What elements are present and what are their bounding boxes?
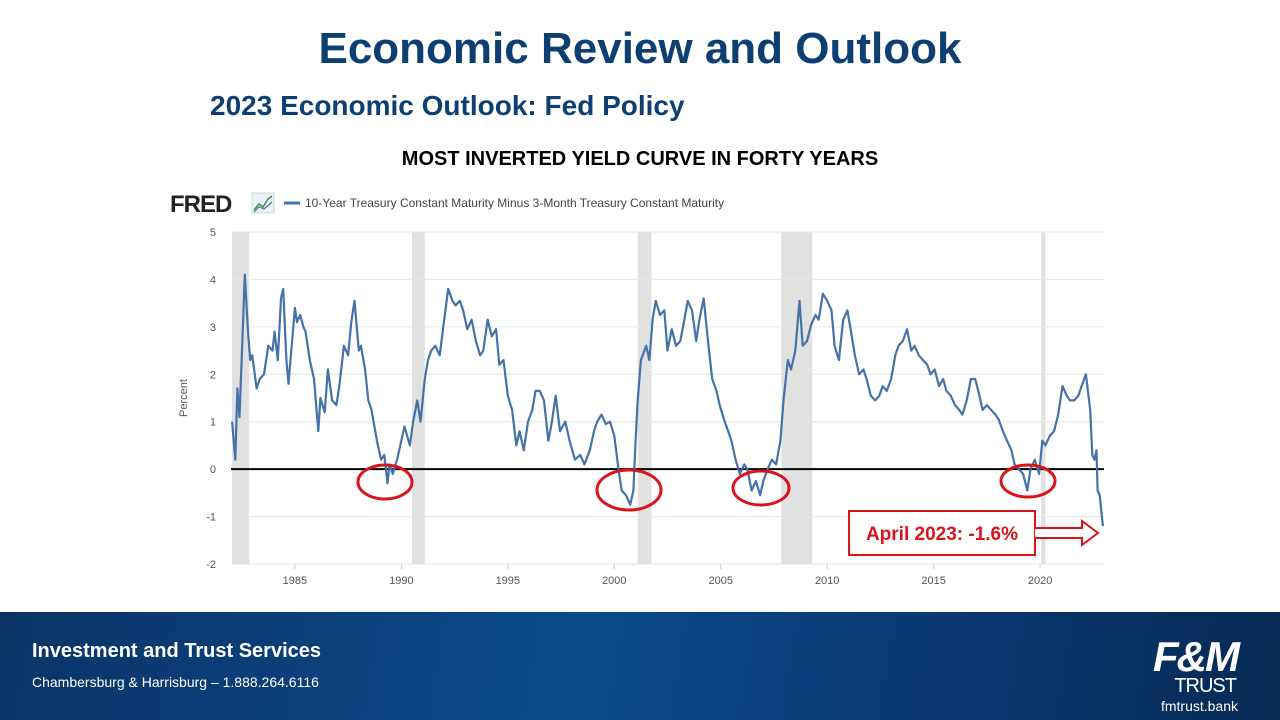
y-tick-label: 5 <box>210 227 216 239</box>
chart-title: MOST INVERTED YIELD CURVE IN FORTY YEARS <box>401 148 879 170</box>
slide-subtitle: 2023 Economic Outlook: Fed Policy <box>210 90 685 121</box>
y-tick-label: 1 <box>210 417 216 429</box>
x-tick-label: 1990 <box>389 575 413 587</box>
y-tick-label: -1 <box>206 512 216 524</box>
x-tick-label: 2010 <box>815 575 839 587</box>
source-icon <box>251 192 275 214</box>
recession-band <box>1041 232 1046 564</box>
recession-band <box>411 232 425 564</box>
annotation-arrow <box>1035 519 1100 547</box>
y-axis-label: Percent <box>178 379 190 417</box>
x-tick-label: 2020 <box>1028 575 1052 587</box>
recession-band <box>637 232 652 564</box>
y-tick-label: -2 <box>206 559 216 571</box>
recession-band <box>781 232 813 564</box>
x-tick-label: 2015 <box>921 575 945 587</box>
chart: FRED 10-Year Treasury Constant Maturity … <box>170 191 1104 587</box>
source-logo: FRED <box>170 191 232 218</box>
header-legend: FRED 10-Year Treasury Constant Maturity … <box>170 191 724 417</box>
annotation-text: April 2023: -1.6% <box>866 524 1018 545</box>
data-line <box>231 273 1104 527</box>
logo-word: TRUST <box>1174 675 1237 697</box>
highlight-circle <box>999 463 1057 499</box>
x-tick-label: 1995 <box>496 575 520 587</box>
footer-contact: Chambersburg & Harrisburg – 1.888.264.61… <box>32 674 319 690</box>
plot-area: -2 -1 0 1 2 3 4 5 1985 1990 1995 2000 2005 2010 2015 20… <box>206 227 1104 587</box>
annotation: April 2023: -1.6% <box>848 510 1100 556</box>
y-tick-label: 0 <box>210 464 216 476</box>
y-tick-label: 4 <box>210 274 216 286</box>
footer-title: Investment and Trust Services <box>32 640 322 662</box>
y-tick-label: 3 <box>210 322 216 334</box>
x-tick-label: 2000 <box>602 575 626 587</box>
y-tick-label: 2 <box>210 369 216 381</box>
x-tick-label: 2005 <box>708 575 732 587</box>
footer: Investment and Trust Services Chambersbu… <box>0 612 1280 720</box>
legend-label: 10-Year Treasury Constant Maturity Minus… <box>305 196 724 210</box>
logo-mark: F&M <box>1153 633 1240 680</box>
inversion-highlights <box>356 463 1057 512</box>
x-tick-label: 1985 <box>283 575 307 587</box>
logo-url: fmtrust.bank <box>1160 698 1238 714</box>
highlight-circle <box>356 463 414 501</box>
slide-title: Economic Review and Outlook <box>318 24 962 73</box>
highlight-circle <box>595 468 663 512</box>
highlight-circle <box>731 469 791 507</box>
